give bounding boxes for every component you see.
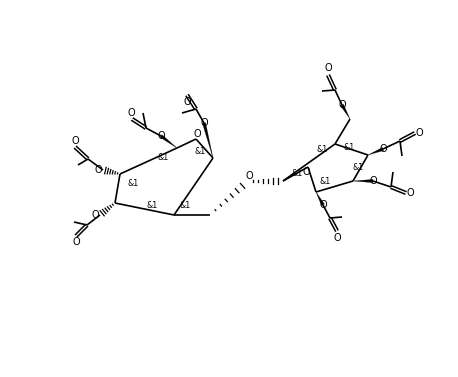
Polygon shape: [160, 135, 177, 148]
Text: O: O: [72, 237, 80, 247]
Text: &1: &1: [194, 147, 206, 156]
Text: O: O: [406, 188, 414, 198]
Text: &1: &1: [319, 178, 331, 187]
Text: O: O: [324, 63, 332, 73]
Text: O: O: [127, 108, 135, 118]
Text: O: O: [71, 136, 79, 146]
Polygon shape: [316, 192, 324, 206]
Text: &1: &1: [147, 201, 158, 210]
Text: &1: &1: [344, 143, 354, 152]
Text: O: O: [302, 167, 310, 177]
Text: O: O: [333, 233, 341, 243]
Text: O: O: [319, 200, 327, 210]
Text: O: O: [245, 171, 253, 181]
Text: O: O: [183, 97, 191, 107]
Text: O: O: [415, 128, 423, 138]
Text: &1: &1: [180, 201, 191, 210]
Text: O: O: [338, 100, 346, 110]
Text: &1: &1: [127, 179, 139, 188]
Polygon shape: [202, 123, 213, 158]
Text: O: O: [369, 176, 377, 186]
Text: O: O: [157, 131, 165, 141]
Text: &1: &1: [352, 162, 364, 172]
Polygon shape: [353, 179, 373, 182]
Text: &1: &1: [291, 170, 303, 178]
Polygon shape: [368, 147, 384, 155]
Polygon shape: [341, 104, 350, 119]
Text: O: O: [193, 129, 201, 139]
Text: &1: &1: [158, 153, 169, 162]
Text: O: O: [379, 144, 387, 154]
Text: &1: &1: [316, 144, 327, 153]
Text: O: O: [94, 165, 102, 175]
Text: O: O: [200, 118, 208, 128]
Text: O: O: [91, 210, 99, 220]
